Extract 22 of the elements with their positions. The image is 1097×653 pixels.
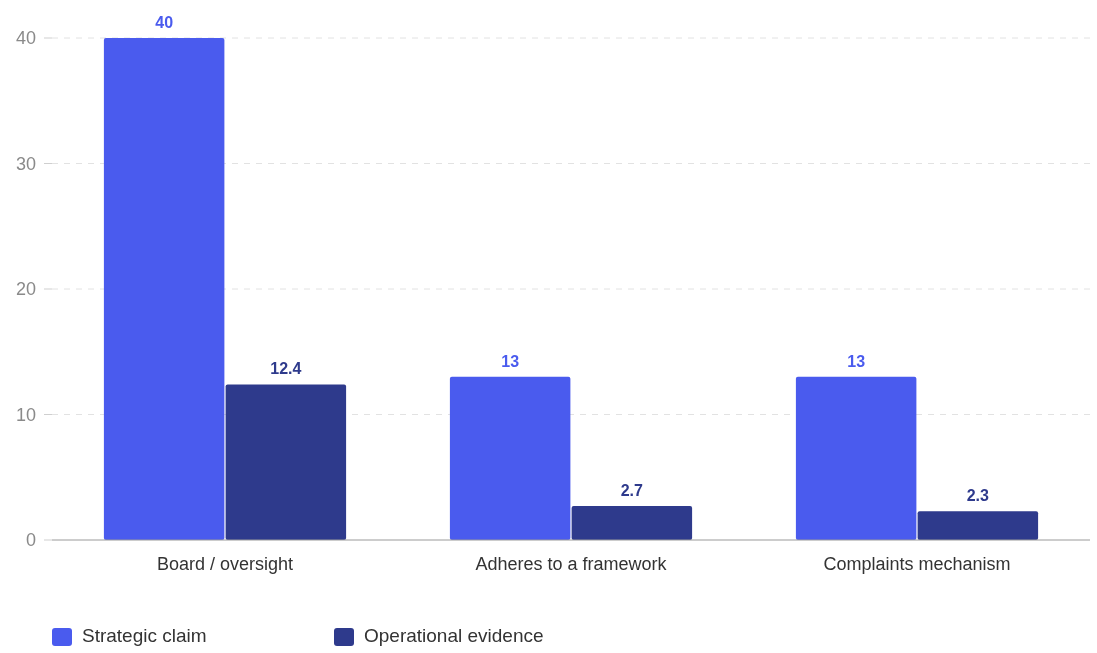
x-tick-label: Adheres to a framework	[475, 554, 668, 574]
data-label: 2.7	[620, 482, 644, 500]
bar	[917, 511, 1039, 540]
bar	[103, 38, 225, 540]
x-tick-label: Complaints mechanism	[823, 554, 1011, 574]
data-label: 13	[501, 352, 520, 370]
legend-label: Operational evidence	[364, 625, 544, 646]
data-label: 12.4	[270, 360, 302, 378]
y-tick-label: 30	[15, 153, 36, 174]
legend-label: Strategic claim	[82, 625, 207, 646]
bar	[449, 376, 571, 540]
y-tick-label: 10	[15, 404, 36, 425]
data-label: 2.3	[966, 487, 990, 505]
data-label: 13	[847, 352, 866, 370]
y-tick-label: 0	[25, 530, 36, 551]
x-tick-label: Board / oversight	[156, 554, 294, 574]
y-tick-label: 40	[15, 28, 36, 49]
data-label: 40	[155, 14, 174, 31]
bar	[225, 384, 347, 540]
y-tick-label: 20	[15, 279, 36, 300]
bar	[571, 506, 693, 540]
bar	[795, 376, 917, 540]
